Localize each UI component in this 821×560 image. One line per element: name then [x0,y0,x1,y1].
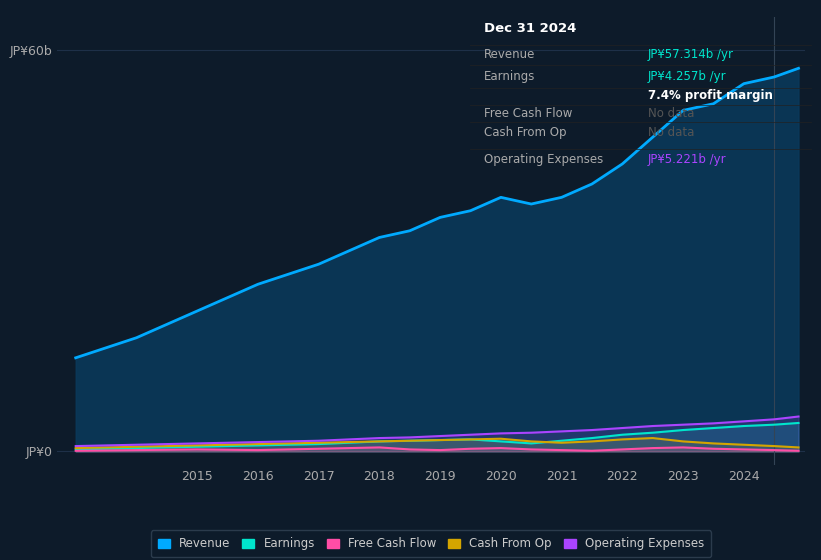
Text: 7.4% profit margin: 7.4% profit margin [648,88,773,102]
Text: JP¥5.221b /yr: JP¥5.221b /yr [648,152,727,166]
Text: No data: No data [648,125,694,139]
Text: Operating Expenses: Operating Expenses [484,152,603,166]
Legend: Revenue, Earnings, Free Cash Flow, Cash From Op, Operating Expenses: Revenue, Earnings, Free Cash Flow, Cash … [151,530,711,557]
Text: Revenue: Revenue [484,48,535,62]
Text: JP¥57.314b /yr: JP¥57.314b /yr [648,48,734,62]
Text: Cash From Op: Cash From Op [484,125,566,139]
Text: Earnings: Earnings [484,70,535,83]
Text: No data: No data [648,107,694,120]
Text: Free Cash Flow: Free Cash Flow [484,107,572,120]
Text: Dec 31 2024: Dec 31 2024 [484,21,576,35]
Text: JP¥4.257b /yr: JP¥4.257b /yr [648,70,727,83]
